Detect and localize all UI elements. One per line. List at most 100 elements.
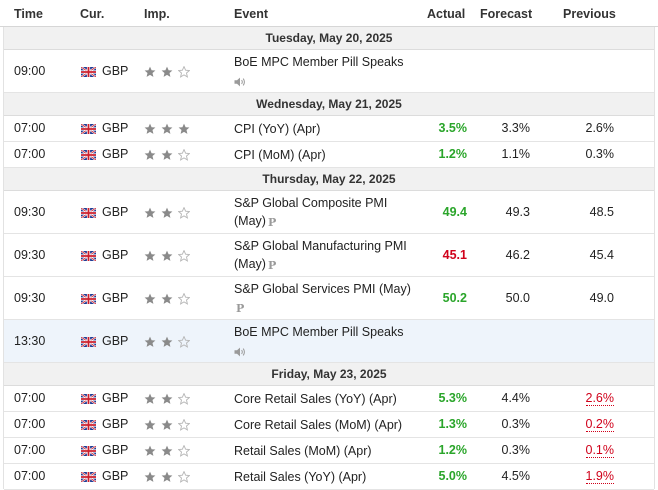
header-actual[interactable]: Actual [427,7,466,21]
event-name[interactable]: S&P Global Composite PMI [234,196,388,210]
header-forecast[interactable]: Forecast [480,7,533,21]
svg-text:P: P [236,302,244,313]
currency-code: GBP [102,391,129,405]
previous-value: 45.4 [589,248,614,262]
event-name[interactable]: BoE MPC Member Pill Speaks [234,55,404,69]
date-header: Tuesday, May 20, 2025 [4,27,654,50]
previous-value[interactable]: 0.2% [585,417,614,432]
table-row[interactable]: 07:00 GBP Core Retail Sales (YoY) (Apr) 5.3… [4,386,654,412]
event-name[interactable]: CPI (MoM) (Apr) [234,148,326,162]
uk-flag-icon [81,67,96,77]
header-currency[interactable]: Cur. [80,7,105,21]
uk-flag-icon [81,294,96,304]
importance-stars [144,419,195,431]
event-time: 07:00 [14,147,46,161]
header-time[interactable]: Time [14,7,43,21]
event-time: 09:00 [14,64,46,78]
currency-code: GBP [102,147,129,161]
table-row[interactable]: 07:00 GBP CPI (MoM) (Apr) 1.2% 1.1% 0.3% [4,142,654,168]
star-filled-icon [161,336,173,348]
actual-value: 1.3% [438,417,468,431]
event-time: 09:30 [14,248,46,262]
star-empty-icon [178,336,190,348]
speaker-icon [234,77,246,87]
event-name[interactable]: BoE MPC Member Pill Speaks [234,325,404,339]
uk-flag-icon [81,337,96,347]
forecast-value: 4.5% [501,469,531,483]
uk-flag-icon [81,251,96,261]
forecast-value: 4.4% [501,391,531,405]
star-filled-icon [161,471,173,483]
header-importance[interactable]: Imp. [144,7,170,21]
uk-flag-icon [81,420,96,430]
event-name[interactable]: Core Retail Sales (MoM) (Apr) [234,418,403,432]
table-row[interactable]: 13:30 GBP BoE MPC Member Pill Speaks [4,320,654,363]
currency-code: GBP [102,291,129,305]
actual-value: 1.2% [438,443,468,457]
table-row[interactable]: 09:00 GBP BoE MPC Member Pill Speaks [4,50,654,93]
table-border-right [654,27,655,489]
uk-flag-icon [81,208,96,218]
currency-code: GBP [102,205,129,219]
event-name[interactable]: CPI (YoY) (Apr) [234,122,321,136]
forecast-value: 1.1% [501,147,531,161]
table-row[interactable]: 07:00 GBP Core Retail Sales (MoM) (Apr) 1.3… [4,412,654,438]
table-border-left [3,27,4,489]
star-empty-icon [178,471,190,483]
table-row[interactable]: 09:30 GBP S&P Global Manufacturing PMI (May… [4,234,654,277]
event-name[interactable]: Retail Sales (MoM) (Apr) [234,444,372,458]
forecast-value: 49.3 [505,205,530,219]
star-filled-icon [161,393,173,405]
forecast-value: 3.3% [501,121,531,135]
event-name[interactable]: Retail Sales (YoY) (Apr) [234,470,367,484]
star-empty-icon [178,149,190,161]
actual-value: 45.1 [442,248,467,262]
currency-code: GBP [102,443,129,457]
currency-code: GBP [102,334,129,348]
previous-value[interactable]: 1.9% [585,469,614,484]
star-empty-icon [178,293,190,305]
previous-value[interactable]: 0.1% [585,443,614,458]
table-row[interactable]: 09:30 GBP S&P Global Composite PMI (May) P 49… [4,191,654,234]
date-header: Friday, May 23, 2025 [4,363,654,386]
event-name-line2[interactable]: (May) P [234,211,277,231]
previous-value[interactable]: 2.6% [585,391,614,406]
star-filled-icon [161,419,173,431]
actual-value: 5.3% [438,391,468,405]
importance-stars [144,207,195,219]
uk-flag-icon [81,446,96,456]
event-name[interactable]: S&P Global Services PMI (May) [234,282,411,296]
star-filled-icon [161,293,173,305]
actual-value: 1.2% [438,147,468,161]
currency-code: GBP [102,248,129,262]
event-name-line2[interactable]: (May) P [234,254,277,274]
event-name-suffix: (May) [234,214,266,228]
svg-text:P: P [268,216,276,227]
importance-stars [144,471,195,483]
header-event[interactable]: Event [234,7,269,21]
star-filled-icon [144,293,156,305]
table-row[interactable]: 07:00 GBP Retail Sales (YoY) (Apr) 5.0% 4.5%… [4,464,654,490]
star-filled-icon [161,149,173,161]
table-row[interactable]: 07:00 GBP Retail Sales (MoM) (Apr) 1.2% 0.3%… [4,438,654,464]
actual-value: 5.0% [438,469,468,483]
star-filled-icon [161,207,173,219]
uk-flag-icon [81,394,96,404]
previous-value: 48.5 [589,205,614,219]
svg-text:P: P [268,259,276,270]
table-row[interactable]: 09:30 GBP S&P Global Services PMI (May) P 50… [4,277,654,320]
speaker-icon [234,347,246,357]
event-name[interactable]: Core Retail Sales (YoY) (Apr) [234,392,397,406]
star-filled-icon [178,123,190,135]
star-filled-icon [144,419,156,431]
importance-stars [144,336,195,348]
event-name[interactable]: S&P Global Manufacturing PMI [234,239,407,253]
header-previous[interactable]: Previous [563,7,616,21]
actual-value: 50.2 [442,291,467,305]
table-row[interactable]: 07:00 GBP CPI (YoY) (Apr) 3.5% 3.3% 2.6% [4,116,654,142]
star-filled-icon [144,66,156,78]
star-filled-icon [144,393,156,405]
actual-value: 49.4 [442,205,467,219]
event-name-line2[interactable]: P [234,297,245,317]
